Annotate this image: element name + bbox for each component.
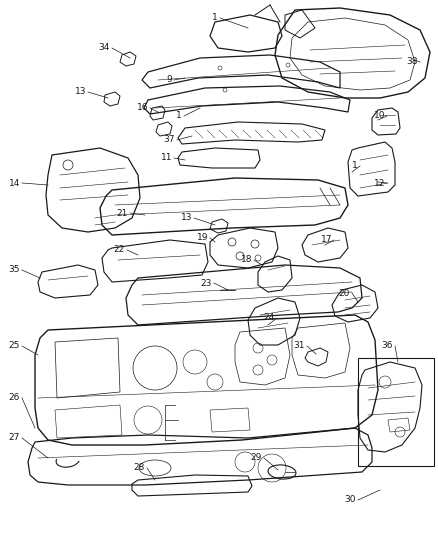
Text: 13: 13 [74, 87, 86, 96]
Text: 20: 20 [339, 288, 350, 297]
Text: 34: 34 [99, 44, 110, 52]
Text: 21: 21 [117, 208, 128, 217]
Text: 16: 16 [137, 103, 148, 112]
Text: 25: 25 [9, 342, 20, 351]
Text: 17: 17 [321, 236, 332, 245]
Bar [358, 358, 434, 466]
Text: 28: 28 [134, 464, 145, 472]
Text: 10: 10 [374, 111, 385, 120]
Text: 19: 19 [197, 233, 208, 243]
Text: 29: 29 [251, 454, 262, 463]
Text: 11: 11 [160, 154, 172, 163]
Text: 35: 35 [8, 265, 20, 274]
Text: 30: 30 [345, 496, 356, 505]
Text: 13: 13 [180, 214, 192, 222]
Text: 38: 38 [406, 58, 418, 67]
Text: 26: 26 [9, 393, 20, 402]
Text: 23: 23 [201, 279, 212, 287]
Text: 24: 24 [264, 313, 275, 322]
Text: 14: 14 [9, 179, 20, 188]
Text: 18: 18 [240, 255, 252, 264]
Text: 1: 1 [352, 161, 358, 171]
Text: 27: 27 [9, 433, 20, 442]
Text: 36: 36 [381, 342, 393, 351]
Text: 1: 1 [176, 111, 182, 120]
Text: 9: 9 [166, 76, 172, 85]
Text: 37: 37 [163, 135, 175, 144]
Text: 1: 1 [212, 13, 218, 22]
Text: 22: 22 [114, 246, 125, 254]
Text: 12: 12 [374, 179, 385, 188]
Text: 31: 31 [293, 342, 305, 351]
